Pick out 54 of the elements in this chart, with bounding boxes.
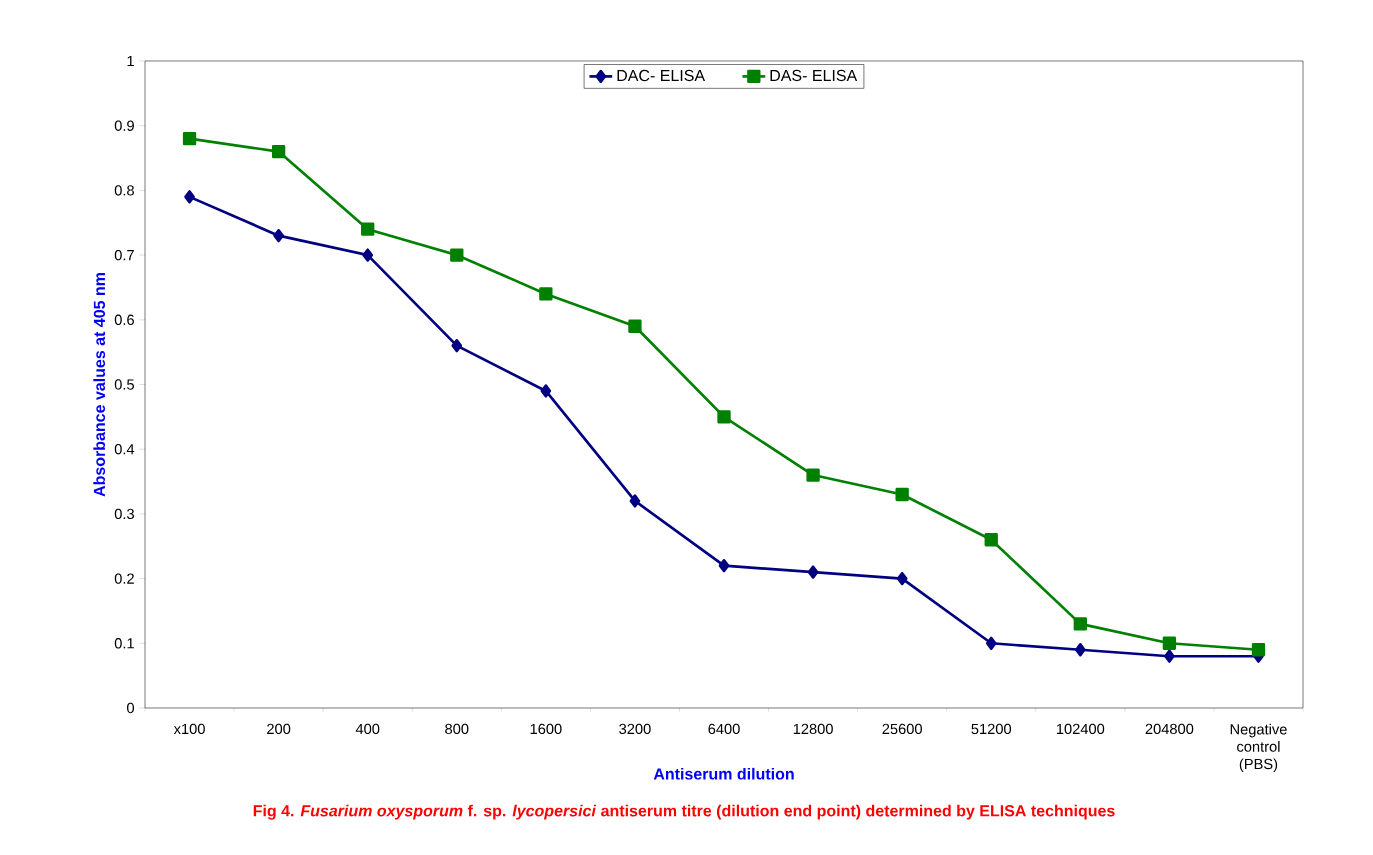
x-tick-label: 800 <box>445 723 469 735</box>
x-tick-label: 12800 <box>793 723 833 735</box>
x-tick-label: 3200 <box>619 723 651 735</box>
legend-label: DAC- ELISA <box>617 69 706 82</box>
y-tick-label: 0.8 <box>114 185 134 196</box>
point <box>1073 617 1087 631</box>
point <box>362 248 374 262</box>
x-axis-title: Antiserum dilution <box>653 767 794 780</box>
x-tick-label: 400 <box>355 723 380 735</box>
y-tick-label: 0.4 <box>114 444 135 455</box>
x-tick-label: 204800 <box>1145 723 1194 735</box>
x-tick-label: 51200 <box>971 723 1012 735</box>
x-tick-label: 200 <box>267 723 291 735</box>
y-axis-title: Absorbance values at 405 nm <box>93 273 106 497</box>
point <box>629 494 641 508</box>
caption: Fig 4. Fusarium oxysporum f. sp. lycopersici antiserum titre (dilution end point) determined by ELISA techniques <box>253 804 1115 820</box>
point <box>628 319 642 333</box>
point <box>1074 643 1086 657</box>
y-tick-label: 0.5 <box>114 379 134 390</box>
y-tick-label: 1 <box>127 55 134 67</box>
point <box>806 468 820 482</box>
point <box>182 131 197 146</box>
y-tick-label: 0.3 <box>114 508 134 520</box>
y-tick-label: 0 <box>127 702 135 714</box>
x-tick-label: 6400 <box>708 723 740 735</box>
point <box>985 636 997 650</box>
y-tick-label: 0.1 <box>114 638 134 649</box>
point <box>450 248 464 262</box>
point <box>451 338 463 353</box>
point <box>807 565 819 579</box>
point <box>540 384 552 398</box>
x-tick-label: 1600 <box>530 723 562 735</box>
point <box>1162 636 1177 650</box>
x-tick-label: Negative control (PBS) <box>1230 723 1287 773</box>
x-tick-label: x100 <box>173 723 205 735</box>
point <box>1164 649 1175 663</box>
y-tick-label: 0.9 <box>114 120 134 131</box>
point <box>896 571 908 586</box>
point <box>539 287 553 301</box>
y-tick-label: 0.7 <box>114 249 134 261</box>
point <box>184 190 195 204</box>
point <box>984 533 998 547</box>
x-tick-label: 102400 <box>1056 723 1105 735</box>
point <box>271 144 286 159</box>
legend-label: DAS- ELISA <box>770 69 858 82</box>
y-tick-label: 0.6 <box>114 314 134 325</box>
point <box>273 229 284 243</box>
point <box>361 222 375 236</box>
y-tick-label: 0.2 <box>114 573 134 584</box>
x-tick-label: 25600 <box>882 723 922 735</box>
point <box>718 558 730 573</box>
point <box>717 410 731 424</box>
point <box>1251 643 1266 657</box>
point <box>895 487 909 502</box>
